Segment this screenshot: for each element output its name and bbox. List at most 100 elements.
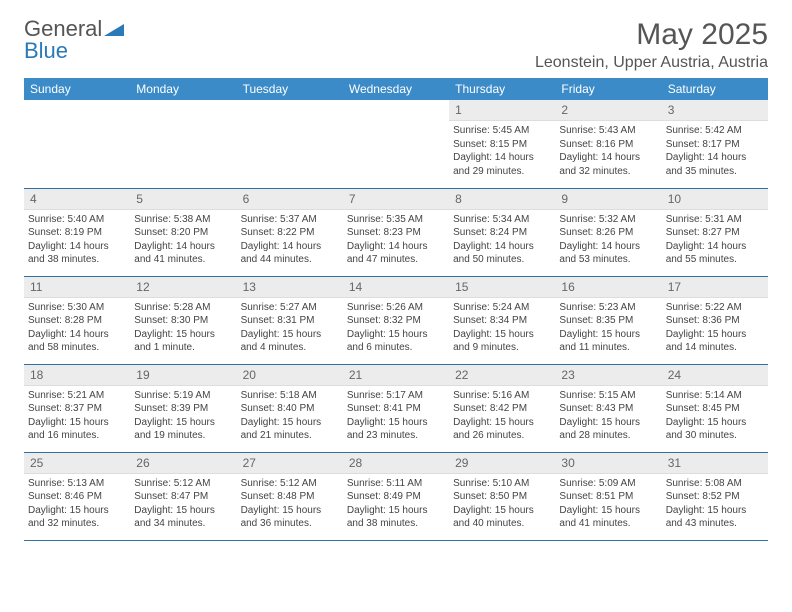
calendar-cell: 13Sunrise: 5:27 AMSunset: 8:31 PMDayligh… <box>237 276 343 364</box>
calendar-cell: 4Sunrise: 5:40 AMSunset: 8:19 PMDaylight… <box>24 188 130 276</box>
weekday-row: Sunday Monday Tuesday Wednesday Thursday… <box>24 78 768 100</box>
sunrise-text: Sunrise: 5:30 AM <box>28 301 126 315</box>
calendar-cell: 15Sunrise: 5:24 AMSunset: 8:34 PMDayligh… <box>449 276 555 364</box>
day-details: Sunrise: 5:19 AMSunset: 8:39 PMDaylight:… <box>130 386 236 445</box>
sunrise-text: Sunrise: 5:45 AM <box>453 124 551 138</box>
day-details: Sunrise: 5:13 AMSunset: 8:46 PMDaylight:… <box>24 474 130 533</box>
calendar-cell: 16Sunrise: 5:23 AMSunset: 8:35 PMDayligh… <box>555 276 661 364</box>
day-number: 24 <box>662 365 768 386</box>
logo-word-2: Blue <box>24 38 68 63</box>
sunset-text: Sunset: 8:45 PM <box>666 402 764 416</box>
day-details: Sunrise: 5:18 AMSunset: 8:40 PMDaylight:… <box>237 386 343 445</box>
daylight-text: Daylight: 15 hours and 14 minutes. <box>666 328 764 355</box>
sunrise-text: Sunrise: 5:24 AM <box>453 301 551 315</box>
day-details: Sunrise: 5:12 AMSunset: 8:47 PMDaylight:… <box>130 474 236 533</box>
sunrise-text: Sunrise: 5:16 AM <box>453 389 551 403</box>
day-details: Sunrise: 5:38 AMSunset: 8:20 PMDaylight:… <box>130 210 236 269</box>
weekday-header: Thursday <box>449 78 555 100</box>
calendar-cell <box>343 100 449 188</box>
sunset-text: Sunset: 8:28 PM <box>28 314 126 328</box>
daylight-text: Daylight: 14 hours and 50 minutes. <box>453 240 551 267</box>
day-number: 26 <box>130 453 236 474</box>
sunset-text: Sunset: 8:52 PM <box>666 490 764 504</box>
daylight-text: Daylight: 15 hours and 21 minutes. <box>241 416 339 443</box>
sunset-text: Sunset: 8:49 PM <box>347 490 445 504</box>
day-number: 30 <box>555 453 661 474</box>
sunset-text: Sunset: 8:41 PM <box>347 402 445 416</box>
sunrise-text: Sunrise: 5:11 AM <box>347 477 445 491</box>
calendar-cell: 24Sunrise: 5:14 AMSunset: 8:45 PMDayligh… <box>662 364 768 452</box>
daylight-text: Daylight: 15 hours and 1 minute. <box>134 328 232 355</box>
sunrise-text: Sunrise: 5:35 AM <box>347 213 445 227</box>
calendar-cell <box>24 100 130 188</box>
day-number: 11 <box>24 277 130 298</box>
sunrise-text: Sunrise: 5:10 AM <box>453 477 551 491</box>
day-details: Sunrise: 5:14 AMSunset: 8:45 PMDaylight:… <box>662 386 768 445</box>
daylight-text: Daylight: 14 hours and 38 minutes. <box>28 240 126 267</box>
calendar-cell <box>237 100 343 188</box>
sunset-text: Sunset: 8:16 PM <box>559 138 657 152</box>
sunrise-text: Sunrise: 5:37 AM <box>241 213 339 227</box>
sunrise-text: Sunrise: 5:18 AM <box>241 389 339 403</box>
day-details: Sunrise: 5:43 AMSunset: 8:16 PMDaylight:… <box>555 121 661 180</box>
day-details: Sunrise: 5:23 AMSunset: 8:35 PMDaylight:… <box>555 298 661 357</box>
sunrise-text: Sunrise: 5:43 AM <box>559 124 657 138</box>
sunset-text: Sunset: 8:51 PM <box>559 490 657 504</box>
day-number: 13 <box>237 277 343 298</box>
sunset-text: Sunset: 8:19 PM <box>28 226 126 240</box>
calendar-week-row: 18Sunrise: 5:21 AMSunset: 8:37 PMDayligh… <box>24 364 768 452</box>
daylight-text: Daylight: 15 hours and 28 minutes. <box>559 416 657 443</box>
sunset-text: Sunset: 8:23 PM <box>347 226 445 240</box>
day-number: 5 <box>130 189 236 210</box>
sunrise-text: Sunrise: 5:12 AM <box>134 477 232 491</box>
sunrise-text: Sunrise: 5:32 AM <box>559 213 657 227</box>
day-details: Sunrise: 5:42 AMSunset: 8:17 PMDaylight:… <box>662 121 768 180</box>
calendar-week-row: 1Sunrise: 5:45 AMSunset: 8:15 PMDaylight… <box>24 100 768 188</box>
daylight-text: Daylight: 15 hours and 38 minutes. <box>347 504 445 531</box>
calendar-cell: 12Sunrise: 5:28 AMSunset: 8:30 PMDayligh… <box>130 276 236 364</box>
sunrise-text: Sunrise: 5:19 AM <box>134 389 232 403</box>
logo-text: General Blue <box>24 18 124 62</box>
day-number: 29 <box>449 453 555 474</box>
day-number: 22 <box>449 365 555 386</box>
sunset-text: Sunset: 8:46 PM <box>28 490 126 504</box>
day-number: 31 <box>662 453 768 474</box>
calendar-cell: 26Sunrise: 5:12 AMSunset: 8:47 PMDayligh… <box>130 452 236 540</box>
day-details: Sunrise: 5:35 AMSunset: 8:23 PMDaylight:… <box>343 210 449 269</box>
daylight-text: Daylight: 15 hours and 34 minutes. <box>134 504 232 531</box>
day-details: Sunrise: 5:32 AMSunset: 8:26 PMDaylight:… <box>555 210 661 269</box>
day-details: Sunrise: 5:11 AMSunset: 8:49 PMDaylight:… <box>343 474 449 533</box>
daylight-text: Daylight: 14 hours and 32 minutes. <box>559 151 657 178</box>
sunset-text: Sunset: 8:48 PM <box>241 490 339 504</box>
sunset-text: Sunset: 8:30 PM <box>134 314 232 328</box>
daylight-text: Daylight: 14 hours and 41 minutes. <box>134 240 232 267</box>
sunset-text: Sunset: 8:20 PM <box>134 226 232 240</box>
calendar-cell: 27Sunrise: 5:12 AMSunset: 8:48 PMDayligh… <box>237 452 343 540</box>
sunrise-text: Sunrise: 5:08 AM <box>666 477 764 491</box>
day-details: Sunrise: 5:16 AMSunset: 8:42 PMDaylight:… <box>449 386 555 445</box>
calendar-cell: 2Sunrise: 5:43 AMSunset: 8:16 PMDaylight… <box>555 100 661 188</box>
sunrise-text: Sunrise: 5:31 AM <box>666 213 764 227</box>
weekday-header: Friday <box>555 78 661 100</box>
daylight-text: Daylight: 15 hours and 16 minutes. <box>28 416 126 443</box>
calendar-cell: 19Sunrise: 5:19 AMSunset: 8:39 PMDayligh… <box>130 364 236 452</box>
calendar-week-row: 25Sunrise: 5:13 AMSunset: 8:46 PMDayligh… <box>24 452 768 540</box>
day-number: 17 <box>662 277 768 298</box>
calendar-cell: 8Sunrise: 5:34 AMSunset: 8:24 PMDaylight… <box>449 188 555 276</box>
day-details: Sunrise: 5:24 AMSunset: 8:34 PMDaylight:… <box>449 298 555 357</box>
calendar-cell: 21Sunrise: 5:17 AMSunset: 8:41 PMDayligh… <box>343 364 449 452</box>
day-number: 10 <box>662 189 768 210</box>
day-details: Sunrise: 5:08 AMSunset: 8:52 PMDaylight:… <box>662 474 768 533</box>
day-details: Sunrise: 5:40 AMSunset: 8:19 PMDaylight:… <box>24 210 130 269</box>
daylight-text: Daylight: 15 hours and 9 minutes. <box>453 328 551 355</box>
logo: General Blue <box>24 18 124 62</box>
calendar-cell: 11Sunrise: 5:30 AMSunset: 8:28 PMDayligh… <box>24 276 130 364</box>
daylight-text: Daylight: 15 hours and 19 minutes. <box>134 416 232 443</box>
sunrise-text: Sunrise: 5:40 AM <box>28 213 126 227</box>
calendar-cell: 23Sunrise: 5:15 AMSunset: 8:43 PMDayligh… <box>555 364 661 452</box>
sunset-text: Sunset: 8:37 PM <box>28 402 126 416</box>
calendar-cell: 25Sunrise: 5:13 AMSunset: 8:46 PMDayligh… <box>24 452 130 540</box>
calendar-head: Sunday Monday Tuesday Wednesday Thursday… <box>24 78 768 100</box>
calendar-cell: 1Sunrise: 5:45 AMSunset: 8:15 PMDaylight… <box>449 100 555 188</box>
daylight-text: Daylight: 15 hours and 41 minutes. <box>559 504 657 531</box>
